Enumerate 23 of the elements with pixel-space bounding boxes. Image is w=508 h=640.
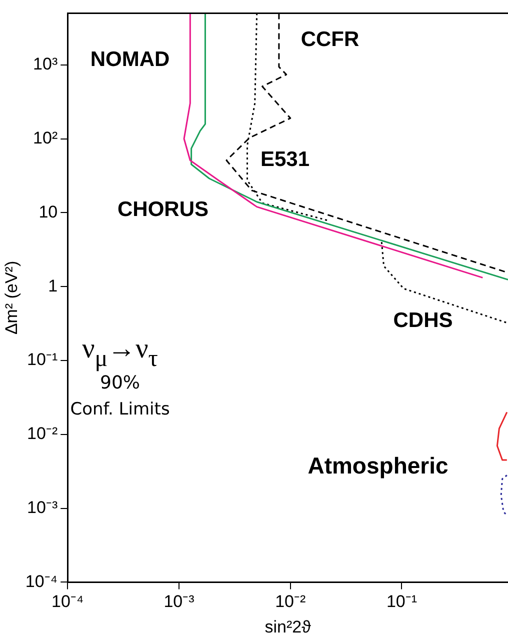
x-tick-label: 10⁻² <box>275 592 306 612</box>
annotation: CHORUS <box>118 198 209 221</box>
y-tick-label: 10⁻³ <box>27 498 58 517</box>
x-axis-title: sin²2ϑ <box>264 617 312 636</box>
y-axis-title: Δm² (eV²) <box>2 260 21 335</box>
annotation: E531 <box>260 148 310 171</box>
x-tick-label: 10⁻³ <box>164 592 195 612</box>
y-tick-label: 10⁻¹ <box>27 350 58 370</box>
x-tick-label: 10⁻¹ <box>386 592 418 612</box>
annotation: CCFR <box>300 28 360 51</box>
annotation: Atmospheric <box>308 452 448 478</box>
y-tick-label: 10⁻⁴ <box>25 572 58 591</box>
y-tick-label: 10³ <box>33 54 58 74</box>
annotation: Conf. Limits <box>70 399 170 420</box>
y-tick-label: 10⁻² <box>27 424 58 444</box>
y-tick-label: 10² <box>33 128 58 148</box>
x-tick-label: 10⁻⁴ <box>52 592 84 612</box>
annotation: 90% <box>100 372 140 394</box>
y-tick-label: 10 <box>38 202 58 222</box>
line-series <box>500 474 508 516</box>
y-tick-label: 1 <box>48 276 58 296</box>
annotation: NOMAD <box>90 48 170 71</box>
annotation: CDHS <box>393 308 453 332</box>
